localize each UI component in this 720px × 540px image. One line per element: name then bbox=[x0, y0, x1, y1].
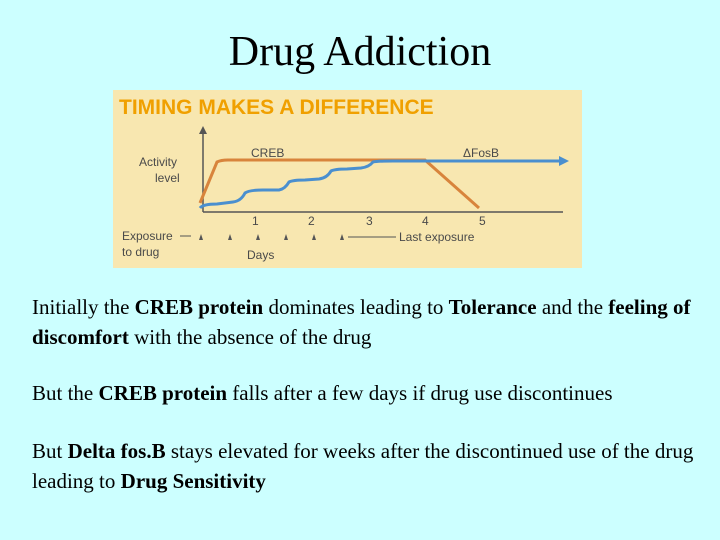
text-run: with the absence of the drug bbox=[128, 325, 372, 349]
exposure-marker bbox=[284, 234, 288, 240]
text-run: Initially the bbox=[32, 295, 135, 319]
timing-figure: TIMING MAKES A DIFFERENCE Activity level… bbox=[113, 90, 582, 268]
y-axis-arrow bbox=[199, 126, 207, 134]
bold-term: Tolerance bbox=[448, 295, 537, 319]
paragraph-fosb-sensitivity: But Delta fos.B stays elevated for weeks… bbox=[32, 436, 702, 496]
paragraph-tolerance: Initially the CREB protein dominates lea… bbox=[32, 292, 702, 352]
bold-term: Delta fos.B bbox=[67, 439, 166, 463]
paragraph-creb-falls: But the CREB protein falls after a few d… bbox=[32, 378, 702, 408]
text-run: But the bbox=[32, 381, 99, 405]
exposure-markers bbox=[199, 234, 344, 240]
exposure-marker bbox=[312, 234, 316, 240]
bold-term: feeling of discomfort bbox=[32, 295, 691, 349]
exposure-marker bbox=[340, 234, 344, 240]
bold-term: CREB protein bbox=[98, 381, 228, 405]
tick-label-1: 1 bbox=[252, 214, 259, 228]
series-label-creb: CREB bbox=[251, 146, 284, 160]
tick-label-4: 4 bbox=[422, 214, 429, 228]
text-run: and the bbox=[536, 295, 609, 319]
exposure-marker bbox=[256, 234, 260, 240]
tick-label-5: 5 bbox=[479, 214, 486, 228]
text-run: dominates leading to bbox=[263, 295, 449, 319]
text-run: But bbox=[32, 439, 68, 463]
exposure-marker bbox=[228, 234, 232, 240]
series-label-fosb: ΔFosB bbox=[463, 146, 499, 160]
y-label-line1: Activity bbox=[139, 155, 177, 169]
text-run: falls after a few days if drug use disco… bbox=[227, 381, 613, 405]
timing-chart: TIMING MAKES A DIFFERENCE Activity level… bbox=[119, 96, 569, 262]
creb-line bbox=[198, 158, 480, 210]
text-run: stays elevated for weeks after the disco… bbox=[32, 439, 694, 493]
fosb-arrow bbox=[559, 156, 569, 166]
tick-label-3: 3 bbox=[366, 214, 373, 228]
slide-title: Drug Addiction bbox=[228, 29, 492, 75]
tick-label-2: 2 bbox=[308, 214, 315, 228]
bold-term: Drug Sensitivity bbox=[120, 469, 266, 493]
x-label: Days bbox=[247, 248, 274, 262]
exposure-marker bbox=[199, 234, 203, 240]
bold-term: CREB protein bbox=[134, 295, 264, 319]
exposure-label-line1: Exposure bbox=[122, 229, 173, 243]
y-label-line2: level bbox=[155, 171, 180, 185]
exposure-label-line2: to drug bbox=[122, 245, 159, 259]
last-exposure-label: Last exposure bbox=[399, 230, 475, 244]
fosb-line bbox=[198, 159, 561, 210]
figure-banner: TIMING MAKES A DIFFERENCE bbox=[119, 96, 434, 119]
